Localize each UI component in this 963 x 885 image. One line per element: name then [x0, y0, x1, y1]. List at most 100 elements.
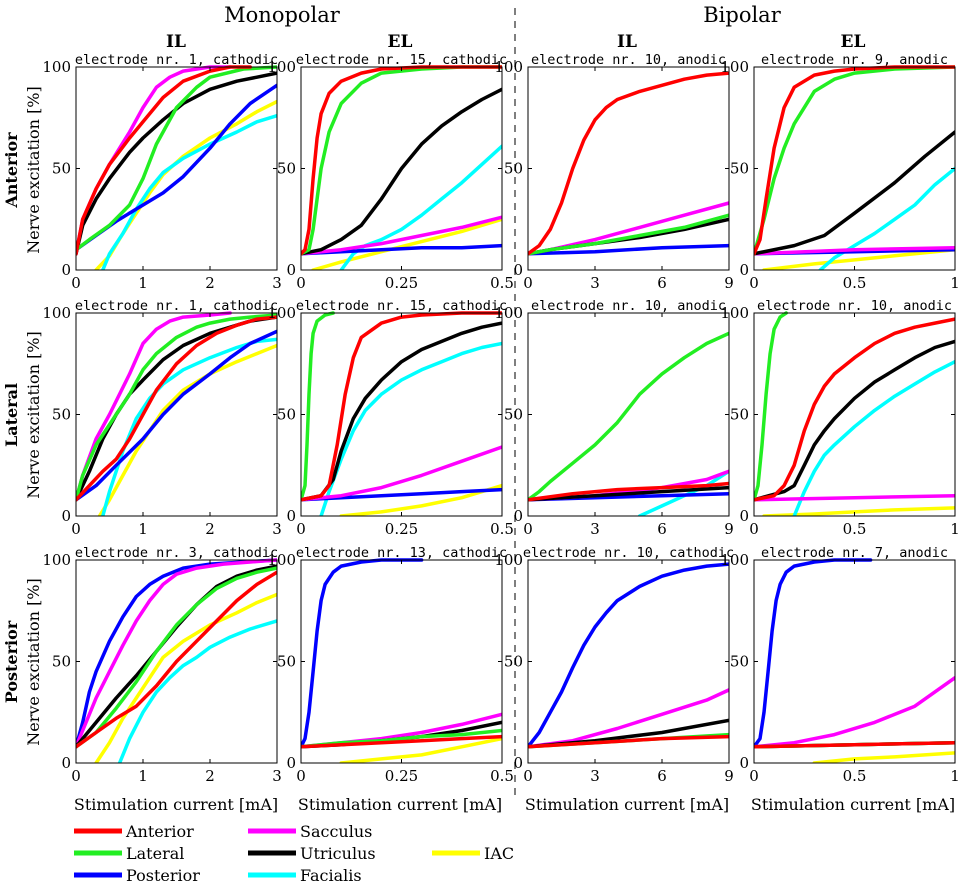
legend: Anterior Lateral Posterior Sacculus Utri…	[74, 822, 514, 885]
panel-lateral-col4: electrode nr. 10, anodic 0 50 100 0 0.5 1	[720, 298, 959, 538]
col-title-monopolar-il: IL	[166, 32, 186, 52]
x-tick-label: 6	[657, 520, 667, 538]
y-tick-label: 100	[267, 551, 296, 569]
legend-label-anterior: Anterior	[125, 822, 194, 841]
x-tick-label: 0	[71, 520, 81, 538]
series-group	[754, 311, 955, 516]
panel-subtitle: electrode nr. 10, anodic	[757, 298, 952, 314]
series-line-utriculus	[528, 485, 729, 502]
series-group	[528, 562, 729, 749]
x-tick-label: 3	[272, 274, 282, 292]
y-tick-label: 100	[42, 551, 71, 569]
panel-lateral-col2: electrode nr. 15, cathodic 0 50 100 0 0.25 0.5	[267, 298, 514, 538]
series-line-sacculus	[754, 675, 955, 749]
xlabel-col-2: Stimulation current [mA]	[298, 795, 502, 814]
series-line-facialis	[101, 337, 277, 516]
series-line-posterior	[528, 243, 729, 256]
series-group	[76, 558, 277, 763]
ylabel-lateral: Nerve excitation [%]	[24, 331, 43, 499]
x-tick-label: 0	[749, 274, 759, 292]
x-tick-label: 1	[138, 520, 148, 538]
y-tick-label: 50	[277, 653, 296, 671]
panel-subtitle: electrode nr. 3, cathodic	[75, 545, 278, 561]
panel-subtitle: electrode nr. 1, cathodic	[75, 298, 278, 314]
y-tick-label: 50	[730, 653, 749, 671]
series-line-utriculus	[754, 339, 955, 502]
x-tick-label: 1	[138, 767, 148, 785]
x-tick-label: 0	[523, 274, 533, 292]
group-title-bipolar: Bipolar	[703, 3, 781, 27]
panel-subtitle: electrode nr. 10, anodic	[531, 298, 726, 314]
panel-posterior-col4: electrode nr. 7, anodic 0 50 100 0 0.5 1	[720, 545, 959, 785]
panel-subtitle: electrode nr. 1, cathodic	[75, 52, 278, 68]
legend-label-posterior: Posterior	[126, 866, 200, 885]
series-line-lateral	[754, 65, 955, 256]
x-tick-label: 0.25	[385, 767, 418, 785]
panel-posterior-col2: electrode nr. 13, cathodic 0 50 100 0 0.25 0.5	[267, 545, 514, 785]
col-title-bipolar-el: EL	[841, 32, 866, 52]
series-line-utriculus	[301, 87, 502, 256]
series-line-iac	[762, 247, 955, 270]
panel-subtitle: electrode nr. 15, cathodic	[296, 298, 507, 314]
y-tick-label: 50	[504, 160, 523, 178]
series-line-sacculus	[301, 445, 502, 502]
series-line-iac	[311, 217, 502, 270]
legend-label-sacculus: Sacculus	[300, 822, 372, 841]
y-tick-label: 0	[513, 261, 523, 279]
y-tick-label: 100	[720, 551, 749, 569]
x-tick-label: 9	[724, 520, 734, 538]
series-line-facialis	[101, 113, 277, 270]
series-line-facialis	[818, 166, 955, 270]
series-line-sacculus	[754, 245, 955, 256]
x-tick-label: 0.5	[843, 520, 867, 538]
y-tick-label: 0	[739, 507, 749, 525]
panel-subtitle: electrode nr. 15, cathodic	[296, 52, 507, 68]
x-tick-label: 9	[724, 767, 734, 785]
x-tick-label: 3	[590, 520, 600, 538]
x-tick-label: 2	[205, 274, 215, 292]
series-line-facialis	[117, 619, 277, 763]
y-tick-label: 0	[739, 754, 749, 772]
y-tick-label: 50	[52, 653, 71, 671]
series-line-posterior	[301, 558, 424, 749]
panel-anterior-col3: electrode nr. 10, anodic 0 50 100 0 3 6 9	[494, 52, 733, 292]
panel-lateral-col3: electrode nr. 10, anodic 0 50 100 0 3 6 9	[494, 298, 733, 538]
ylabel-posterior: Nerve excitation [%]	[24, 578, 43, 746]
series-group	[301, 558, 502, 763]
panel-subtitle: electrode nr. 13, cathodic	[296, 545, 507, 561]
series-line-anterior	[76, 570, 277, 749]
series-line-anterior	[754, 740, 955, 749]
y-tick-label: 100	[42, 304, 71, 322]
y-tick-label: 0	[513, 507, 523, 525]
series-line-sacculus	[76, 65, 232, 256]
series-line-anterior	[754, 65, 955, 256]
y-tick-label: 0	[513, 754, 523, 772]
series-group	[76, 65, 277, 270]
series-line-utriculus	[754, 130, 955, 256]
y-tick-label: 50	[277, 406, 296, 424]
x-tick-label: 0.5	[490, 274, 514, 292]
legend-label-facialis: Facialis	[300, 866, 362, 885]
y-tick-label: 100	[267, 304, 296, 322]
x-tick-label: 3	[590, 767, 600, 785]
x-tick-label: 2	[205, 520, 215, 538]
x-tick-label: 0.5	[843, 767, 867, 785]
x-tick-label: 0	[296, 520, 306, 538]
y-tick-label: 0	[286, 507, 296, 525]
y-tick-label: 100	[494, 551, 523, 569]
series-line-lateral	[76, 566, 277, 749]
y-tick-label: 0	[61, 754, 71, 772]
x-tick-label: 9	[724, 274, 734, 292]
series-line-anterior	[528, 734, 729, 749]
series-line-lateral	[528, 331, 729, 502]
series-line-facialis	[792, 359, 955, 516]
series-group	[754, 65, 955, 270]
series-line-iac	[97, 343, 277, 516]
x-tick-label: 1	[138, 274, 148, 292]
series-group	[76, 311, 277, 516]
series-line-lateral	[76, 313, 277, 502]
y-tick-label: 50	[730, 406, 749, 424]
x-tick-label: 0.5	[490, 520, 514, 538]
x-tick-label: 0	[71, 767, 81, 785]
